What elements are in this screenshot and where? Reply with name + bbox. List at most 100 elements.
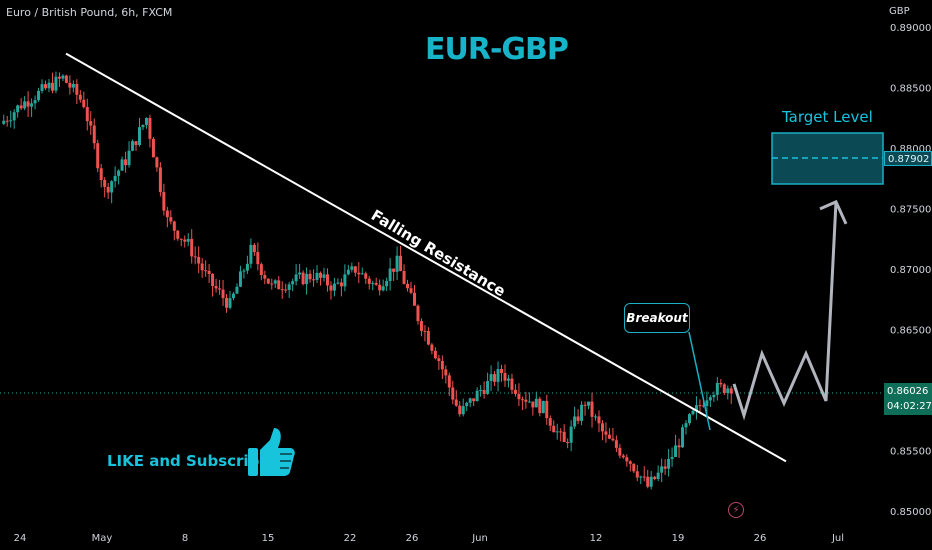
candle-up [667,458,671,469]
candle-up [569,426,573,443]
candle-down [437,358,441,362]
candle-down [211,273,215,286]
candle-up [486,381,490,394]
candle-down [698,405,702,407]
candle-down [197,256,201,264]
candle-down [176,230,180,239]
candle-up [9,120,13,122]
candle-up [231,293,235,299]
candle-down [364,273,368,279]
candle-up [336,282,340,284]
candle-down [329,285,333,291]
candle-up [71,83,75,88]
candle-down [162,192,166,211]
time-tick-label: Jul [831,533,844,544]
lightning-icon[interactable]: ⚡ [728,502,744,518]
candle-down [538,398,542,414]
candle-up [705,400,709,406]
symbol-info[interactable]: Euro / British Pound, 6h, FXCM [6,6,173,19]
candle-down [513,389,517,394]
time-axis[interactable]: 24 May 8 15 22 26 Jun 12 19 26 Jul [14,533,844,544]
time-tick-label: 19 [672,533,685,544]
projection-path [732,201,838,421]
time-tick-label: 24 [14,533,27,544]
candle-down [722,384,726,394]
candle-up [16,105,20,113]
time-tick-label: 8 [182,533,188,544]
candle-up [534,398,538,408]
candle-down [590,401,594,417]
candle-down [646,476,650,487]
candle-down [78,94,82,100]
candle-down [155,157,159,168]
candle-down [426,331,430,345]
candle-up [131,141,135,151]
candle-down [266,278,270,284]
candle-down [406,283,410,289]
candle-up [291,281,295,285]
candle-up [120,159,124,171]
candle-up [371,283,375,285]
candle-down [607,434,611,439]
candle-down [259,264,263,276]
candle-up [127,150,131,166]
candle-up [639,476,643,478]
candle-down [642,476,646,478]
candle-down [158,167,162,193]
candle-up [144,117,148,125]
candle-down [68,82,72,88]
candle-up [315,272,319,280]
candle-down [106,186,110,193]
candle-up [186,238,190,242]
currency-label: GBP [889,6,910,17]
candle-up [660,466,664,473]
candle-up [346,269,350,275]
candle-down [583,404,587,406]
candle-down [172,221,176,231]
candle-down [204,270,208,272]
candle-down [520,399,524,401]
candle-down [510,378,514,390]
candle-up [332,283,336,291]
candle-down [50,82,54,91]
candle-up [385,281,389,287]
candle-down [625,457,629,462]
candle-down [82,99,86,108]
target-level-label: Target Level [782,108,873,126]
candle-up [141,124,145,128]
resistance-label: Falling Resistance [368,206,509,300]
price-axis[interactable]: 0.89000 0.88500 0.88000 0.87500 0.87000 0.865… [890,23,931,518]
breakout-callout: Breakout [624,303,690,333]
candle-down [440,361,444,370]
candle-up [691,410,695,415]
candle-down [677,445,681,448]
candle-down [524,399,528,402]
candle-up [670,457,674,459]
candle-down [193,256,197,258]
candle-down [85,107,89,122]
candle-down [252,244,256,253]
candle-down [353,266,357,273]
candle-down [600,423,604,432]
candle-down [632,463,636,472]
candle-down [562,431,566,443]
candle-down [179,238,183,240]
candle-down [663,466,667,469]
candle-up [712,394,716,398]
candle-up [475,390,479,402]
candle-down [409,288,413,293]
candle-down [57,76,61,79]
candle-down [503,373,507,381]
candle-down [103,179,107,187]
price-tick-label: 0.86500 [890,325,931,336]
candle-down [378,284,382,291]
price-tick-label: 0.85000 [890,507,931,518]
candle-down [399,255,403,272]
candle-down [416,305,420,322]
candle-up [489,374,493,382]
candle-up [381,286,385,291]
candle-down [604,431,608,435]
candle-down [458,405,462,415]
candle-down [225,298,229,308]
